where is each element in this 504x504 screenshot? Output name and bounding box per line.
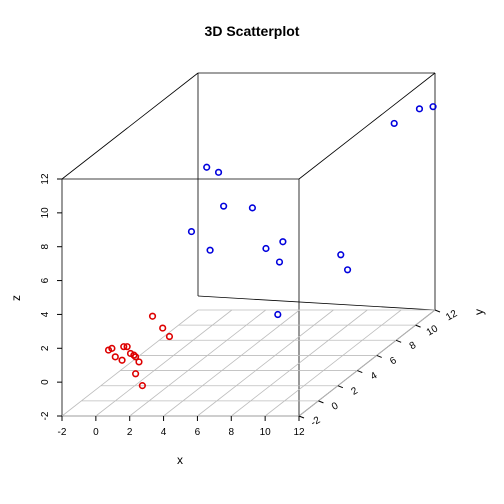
y-tick-label: 4	[369, 370, 380, 383]
y-tick-label: 12	[444, 308, 460, 323]
y-tick-mark	[376, 354, 382, 358]
x-tick-label: 0	[93, 427, 99, 438]
data-point-series-2	[337, 251, 345, 259]
z-tick-label: -2	[40, 411, 51, 420]
data-point-series-1	[148, 312, 157, 320]
y-tick-label: 8	[408, 340, 419, 353]
x-tick-label: 2	[127, 427, 133, 438]
data-point-series-1	[165, 332, 174, 341]
floor-grid-line-x	[298, 309, 436, 417]
x-tick-label: 10	[260, 427, 272, 438]
data-point-series-2	[279, 238, 287, 246]
y-tick-mark	[434, 309, 441, 313]
box-back-edge	[197, 295, 436, 311]
floor-grid-line-x	[129, 309, 266, 417]
floor-grid-line-x	[163, 309, 300, 417]
data-points	[104, 103, 437, 390]
data-point-series-2	[262, 244, 270, 253]
z-tick-label: 4	[40, 311, 51, 317]
floor-grid-line-x	[197, 309, 334, 417]
z-tick-label: 12	[40, 173, 51, 185]
z-tick-label: 10	[40, 207, 51, 219]
data-point-series-1	[123, 343, 131, 351]
data-point-series-1	[132, 353, 140, 361]
x-tick-label: 4	[161, 427, 167, 438]
box-edge	[61, 72, 199, 180]
y-tick-label: 6	[388, 355, 399, 368]
y-tick-mark	[318, 400, 324, 404]
floor-grid	[61, 309, 436, 417]
y-tick-mark	[298, 415, 305, 419]
x-tick-label: -2	[58, 427, 67, 438]
floor-grid-line-x	[231, 309, 368, 417]
data-point-series-2	[415, 105, 424, 113]
y-tick-label: 10	[425, 323, 441, 338]
x-tick-label: 12	[293, 427, 305, 438]
y-tick-label: 2	[349, 385, 360, 398]
data-point-series-1	[138, 382, 146, 390]
z-tick-label: 8	[40, 243, 51, 249]
z-tick-label: 2	[40, 345, 51, 351]
data-point-series-2	[275, 258, 284, 266]
y-tick-mark	[357, 370, 363, 374]
data-point-series-1	[130, 351, 138, 359]
floor-grid-line-x	[95, 309, 233, 417]
data-point-series-1	[159, 324, 167, 332]
data-point-series-2	[429, 103, 437, 111]
z-axis-label: z	[9, 295, 23, 301]
y-tick-mark	[337, 385, 344, 389]
data-point-series-2	[390, 119, 398, 128]
data-point-series-1	[120, 343, 128, 351]
x-axis-label: x	[177, 453, 183, 467]
data-point-series-2	[220, 202, 228, 210]
data-point-series-2	[214, 168, 223, 176]
data-point-series-2	[274, 310, 282, 319]
z-tick-label: 0	[40, 379, 51, 385]
y-tick-mark	[395, 339, 402, 343]
data-point-series-2	[203, 163, 211, 171]
data-point-series-1	[135, 358, 143, 366]
data-point-series-2	[187, 227, 196, 236]
y-tick-label: -2	[309, 415, 323, 429]
y-tick-mark	[415, 324, 421, 328]
chart-title: 3D Scatterplot	[205, 23, 300, 39]
box-frame	[61, 72, 436, 417]
data-point-series-1	[118, 356, 126, 364]
data-point-series-2	[206, 246, 214, 254]
data-point-series-1	[108, 344, 116, 352]
y-axis-label: y	[472, 309, 486, 315]
floor-grid-line-x	[264, 309, 402, 417]
data-point-series-1	[132, 370, 140, 378]
x-tick-label: 6	[195, 427, 201, 438]
data-point-series-2	[343, 266, 352, 274]
x-tick-label: 8	[229, 427, 235, 438]
floor-grid-line-x	[61, 309, 199, 417]
z-tick-label: 6	[40, 277, 51, 283]
data-point-series-2	[248, 204, 257, 212]
data-point-series-1	[111, 353, 119, 361]
y-tick-label: 0	[330, 400, 341, 413]
box-edge	[298, 72, 436, 180]
